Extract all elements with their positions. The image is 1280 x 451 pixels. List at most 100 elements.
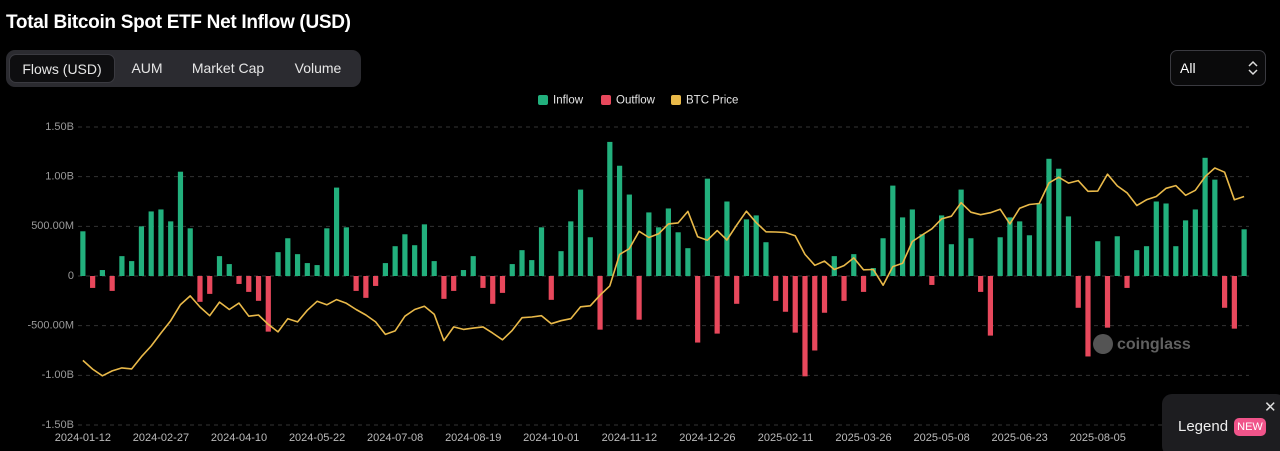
bar bbox=[373, 276, 379, 286]
bar bbox=[1163, 203, 1169, 276]
bar bbox=[548, 276, 554, 300]
bar bbox=[773, 276, 779, 301]
bar bbox=[558, 251, 564, 276]
bar bbox=[958, 189, 964, 276]
bar bbox=[568, 221, 574, 276]
bar bbox=[314, 265, 320, 276]
bar bbox=[187, 228, 193, 276]
bar bbox=[1036, 203, 1042, 276]
legend-popup-label: Legend bbox=[1178, 418, 1229, 435]
bar bbox=[987, 276, 994, 336]
bar bbox=[1046, 158, 1052, 276]
bar bbox=[275, 252, 281, 276]
bar bbox=[148, 211, 154, 276]
legend-label: Outflow bbox=[616, 95, 656, 107]
bar bbox=[1173, 246, 1179, 276]
bar bbox=[168, 221, 174, 276]
close-button[interactable]: ✕ bbox=[1264, 399, 1277, 416]
bar bbox=[1124, 276, 1130, 288]
x-tick-label: 2025-05-08 bbox=[913, 432, 969, 444]
bar bbox=[382, 263, 388, 276]
bar bbox=[1192, 209, 1198, 276]
bar bbox=[294, 254, 301, 276]
bar bbox=[236, 276, 242, 284]
bar bbox=[685, 248, 691, 276]
bar bbox=[197, 276, 203, 302]
bar bbox=[714, 276, 720, 334]
bar bbox=[226, 264, 232, 276]
bar bbox=[80, 231, 86, 276]
bar bbox=[529, 260, 535, 276]
bar bbox=[743, 219, 750, 276]
legend-swatch bbox=[671, 95, 681, 105]
bar bbox=[343, 227, 349, 276]
bar bbox=[919, 234, 925, 276]
bar bbox=[792, 276, 798, 333]
bar bbox=[246, 276, 252, 292]
bar bbox=[695, 276, 701, 343]
y-tick-label: -1.50B bbox=[42, 419, 74, 431]
new-badge: NEW bbox=[1234, 418, 1266, 436]
bar bbox=[597, 276, 603, 330]
bar bbox=[939, 215, 945, 276]
tab[interactable]: Volume bbox=[294, 60, 342, 76]
bar bbox=[499, 276, 506, 293]
y-tick-label: -500.00M bbox=[28, 320, 74, 332]
x-tick-label: 2025-03-26 bbox=[835, 432, 891, 444]
bar bbox=[1007, 217, 1013, 276]
bar bbox=[285, 238, 291, 276]
y-tick-label: 500.00M bbox=[31, 220, 74, 232]
bar bbox=[929, 276, 935, 285]
bar bbox=[1143, 246, 1150, 276]
bar bbox=[1056, 168, 1062, 276]
x-tick-label: 2024-10-01 bbox=[523, 432, 579, 444]
bar bbox=[978, 276, 984, 292]
bar bbox=[704, 178, 711, 276]
select-arrows bbox=[1248, 60, 1258, 76]
bar bbox=[451, 276, 457, 291]
range-select[interactable]: All bbox=[1170, 50, 1266, 86]
page-title: Total Bitcoin Spot ETF Net Inflow (USD) bbox=[6, 12, 351, 33]
bar bbox=[782, 276, 789, 312]
bar bbox=[607, 141, 613, 276]
bar bbox=[1222, 276, 1228, 308]
bar bbox=[1104, 276, 1111, 328]
bar bbox=[665, 208, 671, 276]
bar bbox=[509, 264, 515, 276]
bar bbox=[626, 194, 632, 276]
tab[interactable]: AUM bbox=[131, 60, 163, 76]
x-tick-label: 2024-11-12 bbox=[602, 432, 657, 444]
bar bbox=[948, 244, 954, 276]
tab-bar: Flows (USD) AUM Market Cap Volume bbox=[6, 50, 361, 87]
bar bbox=[441, 276, 447, 299]
bar bbox=[392, 246, 398, 276]
tab[interactable]: Flows (USD) bbox=[9, 54, 115, 83]
bar bbox=[753, 215, 759, 276]
y-tick-label: 1.50B bbox=[45, 121, 74, 133]
legend-swatch bbox=[601, 95, 611, 105]
bar bbox=[616, 165, 623, 276]
x-tick-label: 2025-06-23 bbox=[992, 432, 1048, 444]
x-tick-label: 2025-02-11 bbox=[758, 432, 813, 444]
bar bbox=[431, 261, 437, 276]
bar bbox=[129, 261, 135, 276]
range-select-value: All bbox=[1180, 60, 1196, 76]
x-tick-label: 2024-12-26 bbox=[679, 432, 735, 444]
bar bbox=[997, 237, 1003, 276]
bar bbox=[138, 226, 145, 276]
tab[interactable]: Market Cap bbox=[191, 60, 265, 76]
bar bbox=[1114, 236, 1120, 276]
bar bbox=[265, 276, 271, 332]
legend-label: Inflow bbox=[553, 95, 584, 107]
x-tick-label: 2025-08-05 bbox=[1070, 432, 1126, 444]
bar bbox=[207, 276, 213, 294]
x-tick-label: 2024-05-22 bbox=[289, 432, 345, 444]
legend-popup[interactable]: Legend NEW ✕ bbox=[1162, 394, 1280, 451]
bar bbox=[304, 263, 310, 276]
legend-label: BTC Price bbox=[686, 95, 738, 107]
price-line bbox=[82, 167, 1245, 377]
bar bbox=[412, 245, 418, 276]
bar bbox=[216, 256, 223, 276]
y-tick-label: 1.00B bbox=[45, 171, 74, 183]
